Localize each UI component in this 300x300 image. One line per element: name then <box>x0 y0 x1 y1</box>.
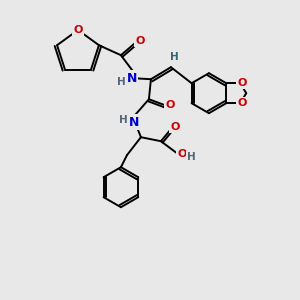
Text: H: H <box>169 52 178 62</box>
Text: O: O <box>170 122 180 132</box>
Text: H: H <box>116 77 125 87</box>
Text: O: O <box>238 98 247 108</box>
Text: H: H <box>187 152 195 162</box>
Text: O: O <box>238 78 247 88</box>
Text: N: N <box>129 116 139 129</box>
Text: N: N <box>127 72 137 85</box>
Text: H: H <box>118 115 127 125</box>
Text: O: O <box>165 100 175 110</box>
Text: O: O <box>177 149 187 159</box>
Text: O: O <box>73 25 83 35</box>
Text: O: O <box>135 36 145 46</box>
